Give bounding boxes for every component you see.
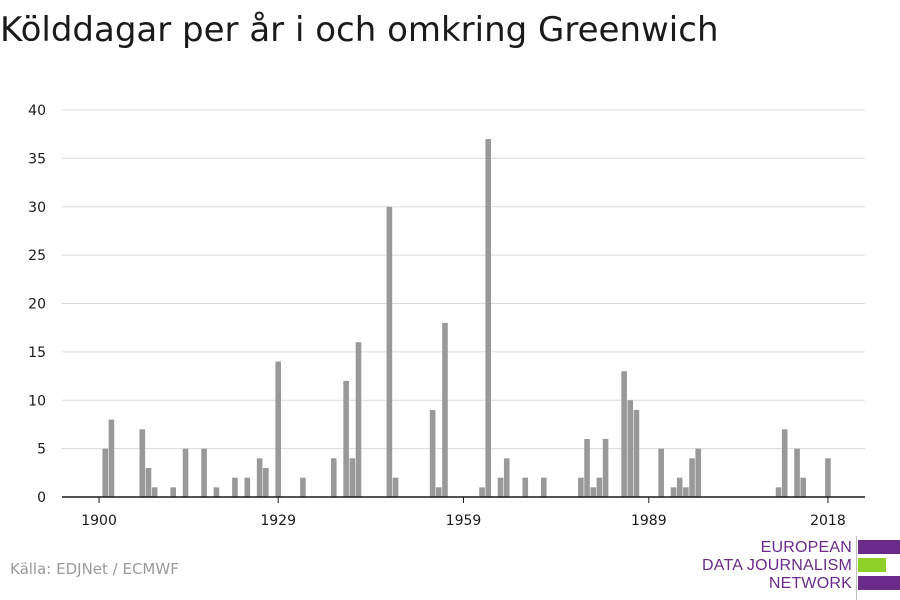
bar-1933 xyxy=(300,477,306,497)
bar-1914 xyxy=(182,448,189,498)
bar-2010 xyxy=(775,487,782,497)
bar-1980 xyxy=(590,487,597,497)
logo-bar-purple-bottom xyxy=(858,576,900,590)
bar-1912 xyxy=(170,487,176,497)
bar-1981 xyxy=(596,477,603,497)
logo-text-line-3: NETWORK xyxy=(768,575,852,592)
bar-1985 xyxy=(621,371,627,497)
x-tick-label-1900: 1900 xyxy=(81,513,117,529)
x-tick-label-2018: 2018 xyxy=(810,513,846,529)
bar-1997 xyxy=(695,448,702,498)
bar-1991 xyxy=(658,448,664,498)
bar-1926 xyxy=(256,458,263,497)
bar-1987 xyxy=(633,409,640,497)
logo-text-line-2: DATA JOURNALISM xyxy=(702,557,852,574)
bar-1978 xyxy=(578,477,584,497)
bar-1982 xyxy=(602,438,609,497)
bar-2014 xyxy=(800,477,807,497)
bar-2013 xyxy=(794,448,800,498)
bar-1966 xyxy=(503,458,510,497)
bar-1902 xyxy=(108,419,115,497)
bar-1941 xyxy=(349,458,356,497)
bar-1993 xyxy=(670,487,677,497)
bar-1963 xyxy=(485,139,492,497)
y-tick-label-5: 5 xyxy=(37,442,46,458)
bar-1986 xyxy=(627,400,634,497)
bar-1922 xyxy=(232,477,238,497)
chart-title: Kölddagar per år i och omkring Greenwich xyxy=(0,10,719,50)
bar-1940 xyxy=(343,380,349,497)
y-tick-label-0: 0 xyxy=(37,490,46,506)
bar-2018 xyxy=(825,458,831,497)
y-tick-label-20: 20 xyxy=(28,297,46,313)
edjnet-logo: EUROPEAN DATA JOURNALISM NETWORK xyxy=(690,536,900,600)
y-tick-label-40: 40 xyxy=(28,103,46,119)
bar-1965 xyxy=(497,477,504,497)
bar-1901 xyxy=(102,448,109,498)
bar-1919 xyxy=(213,487,220,497)
bar-1929 xyxy=(275,361,281,497)
logo-divider xyxy=(856,536,857,600)
source-note: Källa: EDJNet / ECMWF xyxy=(10,560,179,578)
x-tick-label-1989: 1989 xyxy=(631,513,667,529)
bar-1954 xyxy=(429,409,436,497)
bar-1956 xyxy=(442,322,448,497)
bar-1924 xyxy=(244,477,251,497)
bar-1947 xyxy=(386,206,393,497)
bar-1969 xyxy=(522,477,529,497)
y-tick-label-10: 10 xyxy=(28,393,46,409)
bar-1927 xyxy=(263,467,269,497)
bar-1994 xyxy=(676,477,683,497)
bar-1948 xyxy=(392,477,399,497)
logo-text-line-1: EUROPEAN xyxy=(760,539,852,556)
bar-1996 xyxy=(689,458,695,497)
y-tick-label-25: 25 xyxy=(28,248,46,264)
x-tick-label-1959: 1959 xyxy=(446,513,482,529)
bar-1962 xyxy=(479,487,485,497)
bar-1907 xyxy=(139,429,146,497)
bar-1942 xyxy=(355,342,362,497)
logo-bar-green xyxy=(858,558,886,572)
bar-1955 xyxy=(435,487,442,497)
logo-bar-purple-top xyxy=(858,540,900,554)
y-tick-label-15: 15 xyxy=(28,345,46,361)
bar-2011 xyxy=(781,429,788,497)
x-tick-label-1929: 1929 xyxy=(260,513,296,529)
bar-1938 xyxy=(330,458,337,497)
bar-1979 xyxy=(584,438,590,497)
y-tick-label-30: 30 xyxy=(28,200,46,216)
bar-1972 xyxy=(541,477,547,497)
bar-1995 xyxy=(683,487,689,497)
bar-1909 xyxy=(151,487,158,497)
bar-1908 xyxy=(145,467,152,497)
y-tick-label-35: 35 xyxy=(28,151,46,167)
bar-1917 xyxy=(201,448,207,498)
